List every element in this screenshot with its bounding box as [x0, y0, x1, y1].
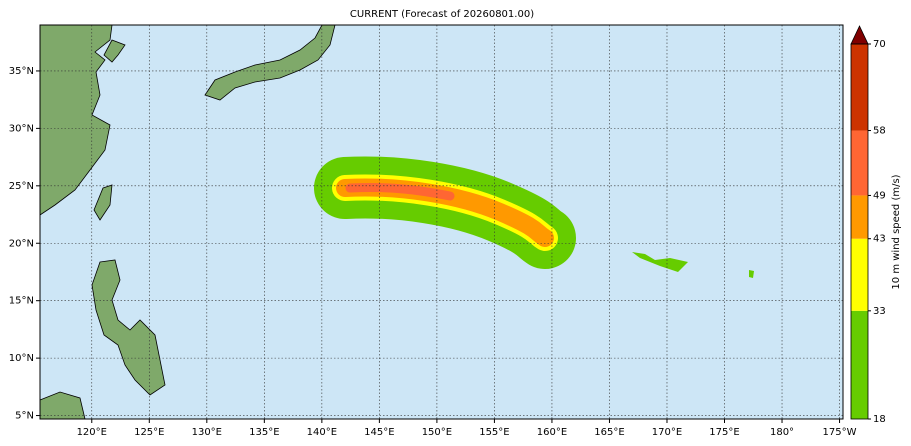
x-tick-label: 120°E	[77, 427, 107, 438]
colorbar-tick-label: 33	[873, 306, 886, 317]
x-tick-label: 135°E	[249, 427, 279, 438]
x-tick-label: 130°E	[192, 427, 222, 438]
colorbar-segment	[851, 195, 868, 239]
wind-area-49	[345, 182, 455, 201]
y-tick-label: 30°N	[9, 123, 34, 134]
y-tick-label: 25°N	[9, 181, 34, 192]
colorbar-tick-label: 58	[873, 126, 886, 137]
colorbar-tick-label: 49	[873, 190, 886, 201]
colorbar-tick-label: 43	[873, 234, 886, 245]
axes: 120°E 125°E 130°E 135°E 140°E 145°E 150°E 155°E…	[9, 25, 857, 438]
x-tick-label: 150°E	[422, 427, 452, 438]
y-tick-label: 35°N	[9, 66, 34, 77]
wind-swath	[314, 156, 576, 269]
map-title: CURRENT (Forecast of 20260801.00)	[350, 9, 534, 20]
x-tick-label: 160°E	[537, 427, 567, 438]
colorbar-segment	[851, 310, 868, 419]
y-tick-label: 20°N	[9, 238, 34, 249]
y-tick-label: 15°N	[9, 296, 34, 307]
x-tick-label: 175°E	[709, 427, 739, 438]
colorbar-frame	[850, 43, 869, 420]
hawaii-islands	[632, 252, 688, 272]
y-tick-label: 5°N	[15, 411, 34, 422]
korea	[103, 39, 126, 63]
mainland-asia	[39, 24, 113, 216]
colorbar-tick-label: 70	[873, 39, 886, 50]
x-tick-label: 155°E	[479, 427, 509, 438]
x-tick-label: 125°E	[134, 427, 164, 438]
philippines	[91, 259, 166, 396]
y-tick-label: 10°N	[9, 353, 34, 364]
colorbar-segment	[851, 44, 868, 131]
x-tick-label: 170°E	[652, 427, 682, 438]
land	[39, 24, 754, 420]
x-tick-label: 180°	[770, 427, 794, 438]
colorbar-extend	[850, 25, 869, 45]
colorbar-segment	[851, 238, 868, 311]
taiwan	[93, 184, 113, 221]
map-frame	[39, 24, 844, 420]
x-tick-label: 175°W	[823, 427, 857, 438]
x-tick-label: 140°E	[307, 427, 337, 438]
colorbar-segment	[851, 130, 868, 196]
colorbar-label: 10 m wind speed (m/s)	[891, 174, 902, 289]
x-tick-label: 145°E	[364, 427, 394, 438]
x-tick-label: 165°E	[594, 427, 624, 438]
small-island	[749, 270, 754, 278]
colorbar-tick-label: 18	[873, 414, 886, 425]
